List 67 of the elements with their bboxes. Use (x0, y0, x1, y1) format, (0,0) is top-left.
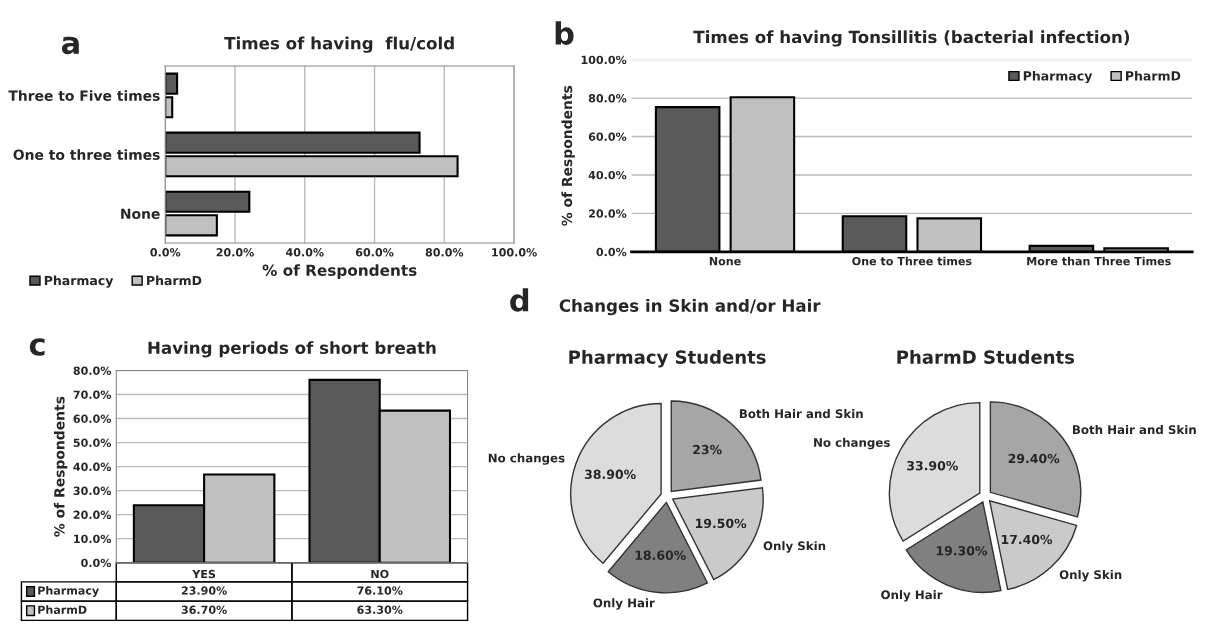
x-tick-label: None (709, 257, 741, 266)
legend-label: PharmD (38, 605, 87, 614)
slice-label: No changes (488, 453, 565, 465)
chart-title: Having periods of short breath (148, 341, 436, 358)
y-tick-label: 50.0% (73, 438, 112, 447)
data-label: 63.30% (357, 605, 403, 614)
chart-title: PharmD Students (897, 349, 1075, 364)
chart-title: Times of having flu/cold (224, 36, 454, 53)
data-label: 29.40% (1008, 453, 1060, 464)
legend-label: Pharmacy (38, 586, 99, 597)
y-tick-label: One to three times (13, 149, 160, 160)
data-label: 36.70% (181, 605, 227, 614)
data-label: 19.50% (696, 518, 747, 529)
text: d (510, 288, 529, 312)
chart-title: Times of having Tonsillitis (bacterial infection) (693, 30, 1130, 47)
x-tick-label: 20.0% (216, 248, 254, 257)
y-tick-label: 20.0% (589, 209, 627, 218)
y-tick-label: 30.0% (73, 486, 112, 495)
y-tick-label: 40.0% (588, 170, 627, 180)
y-axis-title: % of Respondents (561, 85, 575, 226)
y-tick-label: 0.0% (81, 558, 112, 568)
x-tick-label: 60.0% (355, 248, 394, 257)
x-tick-label: 80.0% (425, 248, 464, 257)
legend-label: PharmD (1126, 70, 1181, 81)
slice-label: Both Hair and Skin (1072, 424, 1196, 435)
y-tick-label: Three to Five times (8, 90, 160, 101)
data-label: 76.10% (357, 586, 403, 595)
x-tick-label: YES (192, 569, 216, 579)
y-tick-label: 80.0% (73, 366, 112, 375)
legend-label: Pharmacy (1023, 70, 1093, 84)
text: b (555, 21, 574, 45)
y-tick-label: 60.0% (73, 414, 112, 423)
slice-label: Only Skin (1059, 569, 1122, 582)
y-tick-label: None (121, 208, 160, 219)
slice-label: Only Hair (881, 590, 943, 602)
data-label: 38.90% (584, 469, 636, 480)
slice-label: Both Hair and Skin (739, 409, 863, 419)
text: a (61, 36, 79, 55)
y-tick-label: 20.0% (73, 510, 112, 520)
x-tick-label: NO (371, 569, 389, 579)
x-tick-label: 0.0% (150, 248, 181, 257)
y-tick-label: 10.0% (74, 534, 112, 544)
y-tick-label: 70.0% (73, 390, 112, 399)
chart-subtitle: Pharmacy Students (569, 349, 766, 368)
x-tick-label: One to Three times (852, 256, 972, 266)
y-tick-label: 60.0% (588, 132, 627, 141)
y-tick-label: 100.0% (581, 55, 627, 65)
x-tick-label: 40.0% (286, 248, 324, 257)
x-tick-label: More than Three Times (1027, 256, 1171, 266)
data-label: 17.40% (1001, 534, 1053, 545)
data-label: 19.30% (936, 545, 988, 556)
y-tick-label: 80.0% (588, 94, 627, 103)
x-tick-label: 100.0% (492, 248, 537, 257)
x-axis-title: % of Respondents (262, 264, 417, 279)
y-axis-title: % of Respondents (53, 396, 68, 537)
slice-label: Only Skin (763, 541, 826, 553)
legend-label: PharmD (147, 275, 202, 286)
slice-label: No changes (814, 437, 890, 450)
y-tick-label: 40.0% (73, 462, 112, 471)
data-label: 33.90% (907, 460, 958, 471)
legend-label: Pharmacy (44, 275, 114, 288)
data-label: 23.90% (181, 586, 227, 595)
data-label: 18.60% (635, 550, 686, 560)
slice-label: Only Hair (593, 598, 655, 610)
data-label: 23% (693, 444, 722, 455)
text: c (29, 338, 45, 356)
chart-title: Changes in Skin and/or Hair (559, 299, 821, 316)
